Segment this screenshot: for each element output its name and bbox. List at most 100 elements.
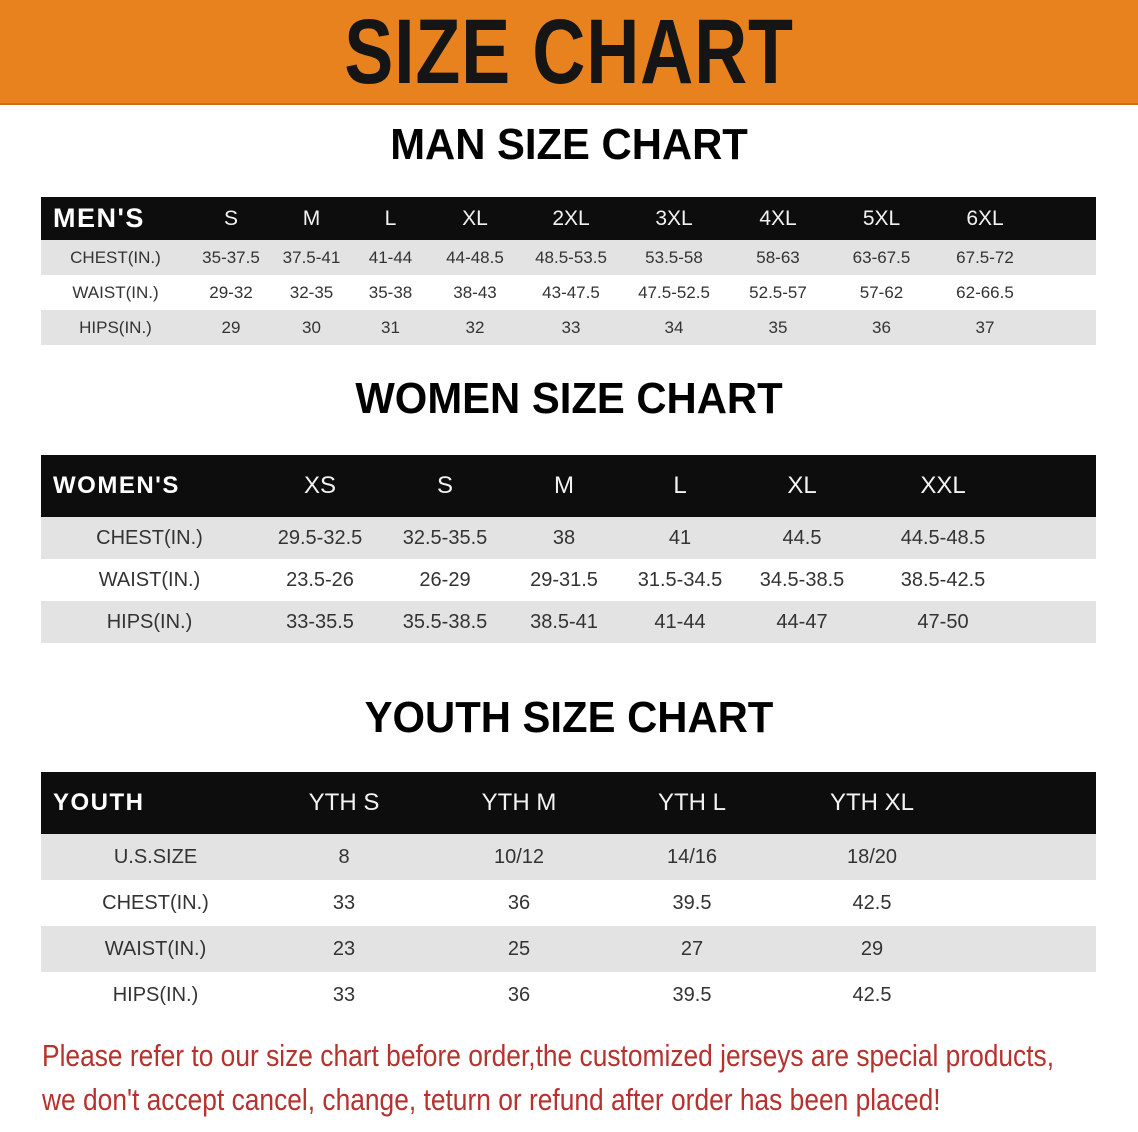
table-cell: 37 bbox=[975, 317, 995, 337]
header-size: 4XL bbox=[759, 206, 797, 230]
header-size: YTH M bbox=[481, 789, 557, 816]
table-cell: 29.5-32.5 bbox=[277, 526, 363, 549]
table-cell: 29-31.5 bbox=[530, 568, 598, 591]
table-cell: 57-62 bbox=[859, 282, 904, 302]
table-cell: 67.5-72 bbox=[956, 247, 1014, 267]
table-cell: 42.5 bbox=[852, 891, 892, 914]
table-cell: 44-48.5 bbox=[446, 247, 504, 267]
table-cell: 58-63 bbox=[756, 247, 800, 267]
header-size: XXL bbox=[920, 472, 966, 499]
header-size: XL bbox=[462, 206, 488, 230]
header-size: S bbox=[223, 206, 238, 230]
table-row: CHEST(IN.) 35-37.5 37.5-41 41-44 44-48.5 48.5… bbox=[41, 240, 1096, 275]
table-row: HIPS(IN.) 33 36 39.5 42.5 bbox=[41, 972, 1096, 1018]
header-label: YOUTH bbox=[53, 789, 145, 816]
table-cell: 26-29 bbox=[419, 568, 471, 591]
table-cell: 36 bbox=[872, 317, 891, 337]
row-label: HIPS(IN.) bbox=[106, 610, 193, 633]
row-label: HIPS(IN.) bbox=[79, 317, 152, 337]
table-cell: 63-67.5 bbox=[852, 247, 911, 267]
table-cell: 37.5-41 bbox=[282, 247, 341, 267]
header-size: L bbox=[384, 206, 397, 230]
header-size: 5XL bbox=[862, 206, 901, 230]
table-cell: 31 bbox=[381, 317, 400, 337]
row-label: CHEST(IN.) bbox=[102, 891, 209, 914]
table-cell: 35.5-38.5 bbox=[402, 610, 488, 633]
table-row: U.S.SIZE 8 10/12 14/16 18/20 bbox=[41, 834, 1096, 880]
table-cell: 35 bbox=[768, 317, 788, 337]
header-size: XS bbox=[303, 472, 336, 499]
header-size: M bbox=[554, 472, 574, 499]
women-section-title: WOMEN SIZE CHART bbox=[355, 374, 783, 423]
row-label: HIPS(IN.) bbox=[112, 983, 199, 1006]
table-cell: 38 bbox=[552, 526, 576, 549]
table-cell: 32-35 bbox=[289, 282, 334, 302]
men-size-table: MEN'S S M L XL 2XL 3XL 4XL 5XL 6XL CHEST(IN.) 35-37… bbox=[41, 197, 1096, 345]
table-cell: 30 bbox=[302, 317, 321, 337]
row-label: WAIST(IN.) bbox=[104, 937, 207, 960]
table-cell: 27 bbox=[680, 937, 704, 960]
table-cell: 23 bbox=[332, 937, 356, 960]
table-cell: 48.5-53.5 bbox=[535, 247, 607, 267]
table-cell: 39.5 bbox=[672, 891, 712, 914]
table-cell: 52.5-57 bbox=[749, 282, 807, 302]
header-size: M bbox=[302, 206, 321, 230]
header-size: S bbox=[436, 472, 453, 499]
table-cell: 29-32 bbox=[209, 282, 253, 302]
footer-notice-line-1: Please refer to our size chart before or… bbox=[42, 1038, 1055, 1073]
table-cell: 38-43 bbox=[453, 282, 497, 302]
row-label: WAIST(IN.) bbox=[72, 282, 159, 302]
table-cell: 14/16 bbox=[666, 845, 718, 868]
header-label: MEN'S bbox=[53, 203, 145, 233]
table-cell: 18/20 bbox=[846, 845, 898, 868]
table-cell: 33 bbox=[332, 891, 356, 914]
header-label: WOMEN'S bbox=[53, 472, 180, 499]
header-size: YTH L bbox=[657, 789, 726, 816]
table-header-row: MEN'S S M L XL 2XL 3XL 4XL 5XL 6XL bbox=[41, 197, 1096, 240]
table-cell: 8 bbox=[338, 845, 350, 868]
table-cell: 34.5-38.5 bbox=[759, 568, 845, 591]
table-cell: 43-47.5 bbox=[542, 282, 600, 302]
header-size: L bbox=[673, 472, 687, 499]
table-cell: 34 bbox=[664, 317, 684, 337]
table-cell: 41 bbox=[668, 526, 692, 549]
table-cell: 35-37.5 bbox=[202, 247, 260, 267]
table-cell: 39.5 bbox=[672, 983, 712, 1006]
table-cell: 25 bbox=[507, 937, 531, 960]
table-cell: 32 bbox=[465, 317, 485, 337]
table-cell: 32.5-35.5 bbox=[402, 526, 488, 549]
row-label: U.S.SIZE bbox=[113, 845, 198, 868]
table-cell: 10/12 bbox=[493, 845, 545, 868]
table-row: HIPS(IN.) 29 30 31 32 33 34 35 36 37 bbox=[41, 310, 1096, 345]
footer-notice-line-2: we don't accept cancel, change, teturn o… bbox=[42, 1082, 941, 1117]
table-cell: 29 bbox=[860, 937, 884, 960]
header-size: 3XL bbox=[655, 206, 693, 230]
table-row: CHEST(IN.) 33 36 39.5 42.5 bbox=[41, 880, 1096, 926]
table-cell: 41-44 bbox=[654, 610, 706, 633]
table-cell: 33 bbox=[561, 317, 581, 337]
table-cell: 33-35.5 bbox=[286, 610, 354, 633]
row-label: WAIST(IN.) bbox=[98, 568, 201, 591]
table-cell: 31.5-34.5 bbox=[637, 568, 723, 591]
table-cell: 35-38 bbox=[368, 282, 413, 302]
table-cell: 47.5-52.5 bbox=[638, 282, 710, 302]
table-header-row: YOUTH YTH S YTH M YTH L YTH XL bbox=[41, 772, 1096, 834]
header-size: YTH XL bbox=[829, 789, 915, 816]
table-row: HIPS(IN.) 33-35.5 35.5-38.5 38.5-41 41-44 44-… bbox=[41, 601, 1096, 643]
banner: SIZE CHART bbox=[0, 0, 1138, 105]
table-cell: 29 bbox=[221, 317, 241, 337]
table-cell: 44-47 bbox=[776, 610, 828, 633]
table-cell: 36 bbox=[507, 891, 531, 914]
table-cell: 38.5-41 bbox=[530, 610, 598, 633]
header-size: 2XL bbox=[552, 206, 590, 230]
header-size: XL bbox=[787, 472, 817, 499]
women-size-table: WOMEN'S XS S M L XL XXL CHEST(IN.) 29.5-32.5 32.5… bbox=[41, 455, 1096, 643]
table-cell: 23.5-26 bbox=[286, 568, 354, 591]
table-header-row: WOMEN'S XS S M L XL XXL bbox=[41, 455, 1096, 517]
youth-section-title: YOUTH SIZE CHART bbox=[364, 693, 774, 742]
table-cell: 41-44 bbox=[368, 247, 413, 267]
header-size: 6XL bbox=[966, 206, 1004, 230]
table-row: CHEST(IN.) 29.5-32.5 32.5-35.5 38 41 44.5 44.5… bbox=[41, 517, 1096, 559]
table-cell: 33 bbox=[332, 983, 356, 1006]
table-cell: 36 bbox=[507, 983, 531, 1006]
